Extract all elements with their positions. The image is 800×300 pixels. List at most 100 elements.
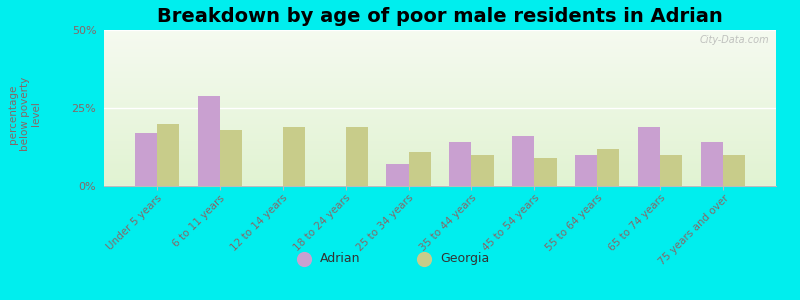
- Title: Breakdown by age of poor male residents in Adrian: Breakdown by age of poor male residents …: [157, 7, 723, 26]
- Bar: [104, 36, 776, 38]
- Bar: [104, 64, 776, 66]
- Bar: [134, 133, 157, 186]
- Bar: [104, 69, 776, 70]
- Bar: [104, 130, 776, 131]
- Bar: [386, 164, 409, 186]
- Bar: [104, 177, 776, 178]
- Bar: [104, 61, 776, 63]
- Bar: [104, 33, 776, 35]
- Bar: [104, 86, 776, 88]
- Bar: [104, 77, 776, 78]
- Bar: [104, 95, 776, 97]
- Bar: [104, 156, 776, 158]
- Bar: [104, 80, 776, 82]
- Point: [298, 256, 310, 261]
- Bar: [104, 102, 776, 103]
- Bar: [104, 184, 776, 186]
- Bar: [104, 49, 776, 50]
- Bar: [104, 38, 776, 39]
- Bar: [104, 183, 776, 184]
- Bar: [104, 150, 776, 152]
- Bar: [534, 158, 557, 186]
- Bar: [104, 155, 776, 156]
- Bar: [104, 122, 776, 124]
- Bar: [104, 108, 776, 110]
- Bar: [104, 55, 776, 56]
- Bar: [104, 141, 776, 142]
- Bar: [104, 131, 776, 133]
- Bar: [104, 85, 776, 86]
- Bar: [104, 113, 776, 114]
- Bar: [104, 158, 776, 160]
- Bar: [104, 152, 776, 153]
- Bar: [104, 100, 776, 102]
- Bar: [104, 50, 776, 52]
- Bar: [409, 152, 430, 186]
- Bar: [346, 127, 367, 186]
- Bar: [104, 178, 776, 180]
- Bar: [104, 142, 776, 144]
- Bar: [104, 70, 776, 72]
- Bar: [104, 125, 776, 127]
- Bar: [104, 58, 776, 60]
- Bar: [104, 127, 776, 128]
- Text: percentage
below poverty
level: percentage below poverty level: [8, 77, 42, 151]
- Bar: [104, 89, 776, 91]
- Bar: [104, 133, 776, 134]
- Bar: [471, 155, 494, 186]
- Bar: [104, 94, 776, 95]
- Bar: [104, 138, 776, 139]
- Bar: [104, 44, 776, 46]
- Bar: [104, 91, 776, 92]
- Bar: [104, 78, 776, 80]
- Bar: [104, 66, 776, 68]
- Bar: [104, 88, 776, 89]
- Bar: [104, 167, 776, 169]
- Bar: [104, 139, 776, 141]
- Bar: [104, 147, 776, 148]
- Bar: [104, 124, 776, 125]
- Bar: [104, 180, 776, 181]
- Bar: [104, 136, 776, 138]
- Bar: [104, 72, 776, 74]
- Bar: [104, 172, 776, 173]
- Bar: [661, 155, 682, 186]
- Text: Georgia: Georgia: [440, 252, 490, 265]
- Bar: [104, 32, 776, 33]
- Bar: [104, 170, 776, 172]
- Bar: [219, 130, 242, 186]
- Bar: [104, 175, 776, 177]
- Bar: [104, 53, 776, 55]
- Bar: [104, 97, 776, 99]
- Bar: [104, 47, 776, 49]
- Bar: [104, 134, 776, 136]
- Bar: [104, 92, 776, 94]
- Bar: [104, 99, 776, 100]
- Bar: [104, 160, 776, 161]
- Bar: [282, 127, 305, 186]
- Bar: [104, 146, 776, 147]
- Bar: [702, 142, 723, 186]
- Bar: [104, 43, 776, 44]
- Bar: [104, 181, 776, 183]
- Bar: [638, 127, 661, 186]
- Text: Adrian: Adrian: [320, 252, 361, 265]
- Text: City-Data.com: City-Data.com: [700, 35, 770, 45]
- Bar: [104, 30, 776, 31]
- Bar: [104, 144, 776, 146]
- Bar: [104, 169, 776, 170]
- Bar: [104, 83, 776, 85]
- Bar: [104, 74, 776, 75]
- Bar: [104, 117, 776, 119]
- Bar: [513, 136, 534, 186]
- Bar: [104, 63, 776, 64]
- Bar: [104, 114, 776, 116]
- Bar: [104, 153, 776, 155]
- Bar: [598, 148, 619, 186]
- Bar: [104, 52, 776, 53]
- Bar: [450, 142, 471, 186]
- Bar: [198, 95, 219, 186]
- Bar: [104, 41, 776, 43]
- Bar: [104, 163, 776, 164]
- Bar: [104, 161, 776, 163]
